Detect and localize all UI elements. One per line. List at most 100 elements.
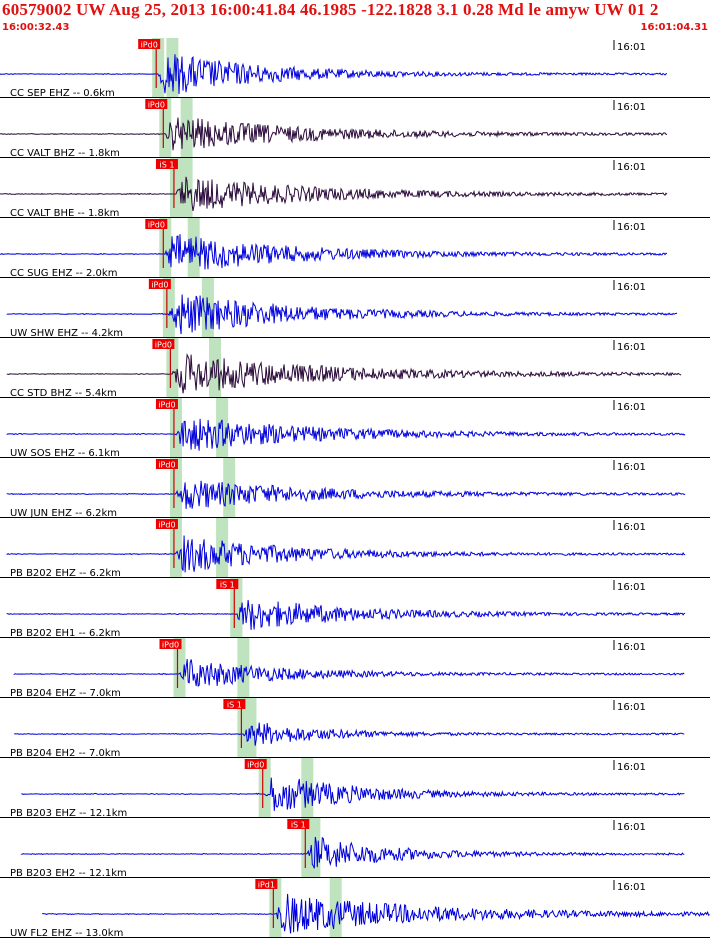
station-label: UW JUN EHZ -- 6.2km [10, 508, 117, 519]
trace-row: iPd0 16:01 UW SHW EHZ -- 4.2km [0, 279, 710, 339]
trace-row: iPd0 16:01 CC STD BHZ -- 5.4km [0, 339, 710, 399]
waveform-trace [14, 722, 685, 746]
waveform-trace [13, 659, 685, 688]
minute-label: 16:01 [617, 42, 646, 53]
s-band [209, 338, 221, 398]
minute-label: 16:01 [617, 462, 646, 473]
station-label: UW SHW EHZ -- 4.2km [10, 328, 123, 339]
waveform-trace [0, 54, 668, 95]
waveform-trace [42, 893, 710, 934]
pick-tag [155, 519, 178, 529]
trace-row: iPd0 16:01 CC VALT BHZ -- 1.8km [0, 99, 710, 159]
s-band [180, 98, 193, 158]
pick-tag [138, 39, 161, 49]
p-band [169, 518, 182, 578]
trace-row: iPd0 16:01 UW JUN EHZ -- 6.2km [0, 459, 710, 519]
pick-tag [152, 339, 175, 349]
p-band [169, 398, 182, 458]
station-label: PB B202 EHZ -- 6.2km [10, 568, 121, 579]
s-band [237, 638, 250, 698]
minute-label: 16:01 [617, 102, 646, 113]
station-label: UW SOS EHZ -- 6.1km [10, 448, 120, 459]
waveform-trace [21, 777, 685, 811]
minute-label: 16:01 [617, 582, 646, 593]
station-label: UW FL2 EHZ -- 13.0km [10, 928, 123, 938]
waveform-trace [6, 418, 686, 451]
p-band [159, 218, 172, 278]
seismogram-plot: iPd0 16:01 CC SEP EHZ -- 0.6km iPd0 16:01 CC … [0, 38, 710, 938]
pick-tag [148, 279, 171, 289]
trace-row: iS 1 16:01 PB B203 EH2 -- 12.1km [0, 819, 710, 879]
pick-label: iPd0 [158, 401, 175, 410]
trace-row: iPd0 16:01 CC SEP EHZ -- 0.6km [0, 39, 710, 99]
station-label: PB B202 EH1 -- 6.2km [10, 628, 120, 639]
pick-tag [155, 459, 178, 469]
trace-row: iS 1 16:01 CC VALT BHE -- 1.8km [0, 159, 710, 219]
s-band [301, 758, 314, 818]
arrival-highlight-bands [152, 38, 342, 938]
trace-row: iPd0 16:01 UW SOS EHZ -- 6.1km [0, 399, 710, 459]
station-label: PB B203 EH2 -- 12.1km [10, 868, 127, 879]
station-label: PB B203 EHZ -- 12.1km [10, 808, 127, 819]
p-band [169, 458, 182, 518]
minute-label: 16:01 [617, 702, 646, 713]
pick-label: iPd0 [148, 101, 165, 110]
waveform-trace [6, 535, 686, 573]
pick-tag [155, 399, 178, 409]
waveform-trace [20, 836, 685, 869]
p-band [166, 338, 179, 398]
p-band [269, 878, 282, 938]
trace-row: iPd0 16:01 PB B202 EHZ -- 6.2km [0, 519, 710, 579]
pick-tag [159, 639, 182, 649]
time-end-label: 16:01:04.31 [640, 22, 708, 33]
waveform-trace [0, 117, 668, 151]
minute-label: 16:01 [617, 522, 646, 533]
waveform-trace [6, 599, 686, 630]
trace-row: iS 1 16:01 PB B204 EH2 -- 7.0km [0, 699, 710, 759]
s-band [244, 698, 257, 758]
minute-label: 16:01 [617, 402, 646, 413]
minute-label: 16:01 [617, 342, 646, 353]
pick-label: iS 1 [159, 161, 174, 170]
minute-label: 16:01 [617, 822, 646, 833]
waveform-trace [0, 234, 668, 270]
waveform-trace [0, 176, 668, 211]
pick-label: iPd0 [155, 341, 172, 350]
event-title: 60579002 UW Aug 25, 2013 16:00:41.84 46.… [2, 0, 659, 19]
p-band [173, 638, 186, 698]
pick-label: iPd1 [258, 881, 275, 890]
header: 60579002 UW Aug 25, 2013 16:00:41.84 46.… [0, 0, 710, 38]
waveform-trace [6, 480, 686, 509]
trace-row: iS 1 16:01 PB B202 EH1 -- 6.2km [0, 579, 710, 639]
minute-label: 16:01 [617, 882, 646, 893]
p-band [258, 758, 271, 818]
station-label: CC VALT BHZ -- 1.8km [10, 148, 120, 159]
station-label: PB B204 EHZ -- 7.0km [10, 688, 121, 699]
trace-row: iPd1 16:01 UW FL2 EHZ -- 13.0km [0, 879, 710, 938]
time-start-label: 16:00:32.43 [2, 22, 70, 33]
pick-tag [155, 159, 178, 169]
waveform-trace [6, 352, 682, 394]
station-label: CC VALT BHE -- 1.8km [10, 208, 119, 219]
station-label: PB B204 EH2 -- 7.0km [10, 748, 120, 759]
pick-tag [216, 579, 239, 589]
station-label: CC SEP EHZ -- 0.6km [10, 88, 115, 99]
pick-label: iPd0 [162, 641, 179, 650]
waveform-trace [6, 294, 678, 335]
pick-label: iPd0 [247, 761, 264, 770]
pick-label: iPd0 [151, 281, 168, 290]
minute-label: 16:01 [617, 642, 646, 653]
s-band [230, 578, 243, 638]
pick-tag [223, 699, 246, 709]
pick-label: iPd0 [158, 461, 175, 470]
p-band [159, 98, 172, 158]
minute-label: 16:01 [617, 762, 646, 773]
pick-label: iS 1 [220, 581, 235, 590]
pick-tag [255, 879, 278, 889]
pick-label: iPd0 [158, 521, 175, 530]
trace-row: iPd0 16:01 PB B203 EHZ -- 12.1km [0, 759, 710, 819]
p-band [162, 278, 175, 338]
pick-label: iS 1 [291, 821, 306, 830]
minute-label: 16:01 [617, 222, 646, 233]
pick-tag [244, 759, 267, 769]
